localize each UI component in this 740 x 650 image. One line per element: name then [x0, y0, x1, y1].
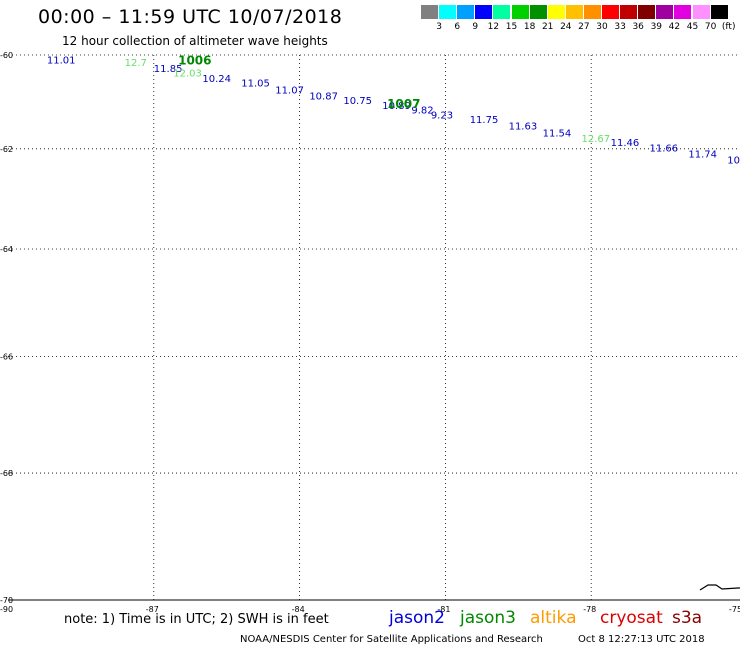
scale-label: 6: [454, 22, 461, 32]
scale-label: 12: [487, 22, 500, 32]
scale-swatch: [529, 5, 547, 19]
wave-height-value: 11.85: [154, 64, 183, 75]
satellite-legend-s3a: s3a: [672, 608, 703, 628]
latitude-label: -62: [0, 145, 13, 154]
scale-swatch: [674, 5, 692, 19]
scale-swatch: [620, 5, 638, 19]
satellite-legend-jason3: jason3: [460, 608, 516, 628]
scale-label: 33: [614, 22, 626, 32]
scale-swatch: [457, 5, 475, 19]
wave-height-value: 10.75: [343, 96, 372, 107]
latitude-label: -66: [0, 353, 13, 362]
scale-swatch: [421, 5, 438, 19]
wave-height-value: 10.82: [727, 156, 740, 167]
scale-swatch: [656, 5, 674, 19]
scale-label: 9: [472, 22, 479, 32]
credit-line: NOAA/NESDIS Center for Satellite Applica…: [240, 634, 543, 645]
satellite-legend-jason2: jason2: [389, 608, 445, 628]
wave-height-value: 9.82: [411, 106, 433, 117]
scale-swatch: [493, 5, 511, 19]
longitude-label: -78: [583, 605, 596, 614]
wave-height-value: 11.01: [47, 56, 76, 67]
scale-swatch: [692, 5, 710, 19]
corner-longitude-label: -90: [0, 605, 13, 614]
scale-label: 24: [560, 22, 572, 32]
latitude-label: -64: [0, 245, 13, 254]
generation-timestamp: Oct 8 12:27:13 UTC 2018: [578, 634, 705, 645]
scale-label: 18: [523, 22, 536, 32]
longitude-label: -81: [437, 605, 450, 614]
scale-swatch: [638, 5, 656, 19]
scale-unit: (ft): [721, 22, 736, 32]
pass-time-labels: 100610071008040: [178, 54, 420, 111]
scale-label: 21: [541, 22, 554, 32]
pass-time-label: 1006: [178, 54, 211, 68]
scale-swatch: [583, 5, 601, 19]
scale-label: 15: [505, 22, 518, 32]
page-title: 00:00 – 11:59 UTC 10/07/2018: [38, 6, 343, 28]
wave-height-value: 11.66: [650, 143, 679, 154]
wave-height-value: 11.54: [543, 128, 572, 139]
scale-swatch: [475, 5, 493, 19]
scale-swatch: [602, 5, 619, 19]
scale-label: 39: [650, 22, 663, 32]
scale-label: 30: [596, 22, 608, 32]
scale-label: 27: [578, 22, 590, 32]
satellite-legend-cryosat: cryosat: [600, 608, 663, 628]
wave-height-value: 12.67: [581, 134, 610, 145]
wave-height-value: 11.46: [611, 138, 640, 149]
page-subtitle: 12 hour collection of altimeter wave hei…: [62, 34, 328, 48]
longitude-label: -75: [729, 605, 740, 614]
scale-swatch: [710, 5, 728, 19]
wave-height-value: 11.74: [688, 150, 717, 161]
scale-swatch: [565, 5, 583, 19]
pass-time-label: 1007: [387, 97, 420, 111]
wave-height-value: 10.89: [382, 101, 411, 112]
wave-height-value: 11.63: [509, 122, 538, 133]
footnote: note: 1) Time is in UTC; 2) SWH is in fe…: [64, 612, 329, 627]
satellite-legend-altika: altika: [530, 608, 577, 628]
wave-height-value: 12.7: [125, 58, 147, 69]
scale-swatch: [547, 5, 565, 19]
wave-height-value: 9.23: [431, 110, 453, 121]
coastline: [699, 584, 740, 591]
wave-height-value: 11.75: [470, 115, 499, 126]
wave-height-value: 11.05: [241, 79, 270, 90]
latitude-label: -68: [0, 469, 13, 478]
scale-label: 3: [436, 22, 442, 32]
scale-label: 70: [704, 22, 717, 32]
latitude-label: -70: [0, 596, 13, 605]
scale-swatch: [439, 5, 457, 19]
scale-label: 42: [668, 22, 681, 32]
map-grid: [8, 54, 740, 601]
latitude-label: -60: [0, 51, 13, 60]
wave-height-value: 10.24: [202, 74, 231, 85]
wave-height-value: 12.03: [173, 68, 202, 79]
scale-label: 45: [686, 22, 699, 32]
scale-swatch: [511, 5, 529, 19]
wave-height-value: 11.07: [275, 85, 304, 96]
longitude-label: -87: [146, 605, 159, 614]
longitude-label: -84: [292, 605, 305, 614]
wave-height-value: 10.87: [309, 92, 338, 103]
scale-label: 36: [632, 22, 644, 32]
map-axis-labels: -60 -62 -64 -66 -68 -70 -87 -84 -81 -78 -75 -90: [0, 51, 740, 614]
